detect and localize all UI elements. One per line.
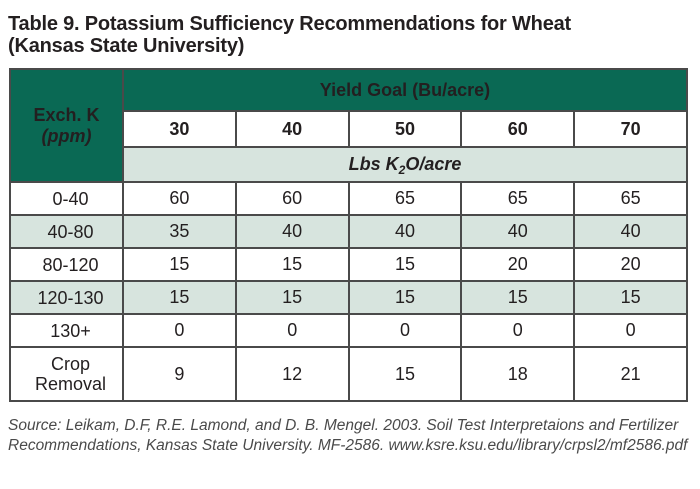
cell-value: 40 [573, 214, 688, 249]
units-prefix: Lbs K [348, 154, 399, 174]
cell-value: 15 [460, 280, 576, 315]
cell-value: 18 [460, 346, 576, 402]
units-suffix: O/acre [405, 154, 462, 174]
corner-header-exch-k: Exch. K (ppm) [9, 68, 124, 183]
yield-column-30: 30 [122, 110, 237, 148]
yield-goal-header: Yield Goal (Bu/acre) [122, 68, 688, 112]
yield-column-40: 40 [234, 110, 350, 148]
table-title: Table 9. Potassium Sufficiency Recommend… [8, 13, 690, 57]
cell-value: 40 [234, 214, 350, 249]
cell-value: 15 [234, 280, 350, 315]
cell-value: 35 [122, 214, 237, 249]
yield-column-60: 60 [460, 110, 576, 148]
units-label: Lbs K2O/acre [122, 146, 688, 183]
cell-value: 65 [460, 181, 576, 216]
corner-header-line2: (ppm) [41, 125, 92, 146]
table-row: 0-40 60 60 65 65 65 [9, 181, 688, 216]
yield-column-70: 70 [573, 110, 688, 148]
cell-value: 15 [347, 346, 463, 402]
row-label: 130+ [9, 313, 124, 348]
table-row: Crop Removal 9 12 15 18 21 [9, 346, 688, 402]
cell-value: 40 [347, 214, 463, 249]
cell-value: 15 [347, 247, 463, 282]
cell-value: 15 [122, 247, 237, 282]
cell-value: 60 [122, 181, 237, 216]
cell-value: 60 [234, 181, 350, 216]
table-row: 120-130 15 15 15 15 15 [9, 280, 688, 315]
cell-value: 21 [573, 346, 688, 402]
table-row: 130+ 0 0 0 0 0 [9, 313, 688, 348]
yield-column-50: 50 [347, 110, 463, 148]
cell-value: 20 [460, 247, 576, 282]
cell-value: 15 [234, 247, 350, 282]
cell-value: 65 [347, 181, 463, 216]
row-label: 120-130 [9, 280, 124, 315]
table-row: 40-80 35 40 40 40 40 [9, 214, 688, 249]
cell-value: 20 [573, 247, 688, 282]
row-label: 40-80 [9, 214, 124, 249]
units-subscript: 2 [398, 163, 406, 177]
source-citation: Source: Leikam, D.F, R.E. Lamond, and D.… [8, 417, 688, 454]
cell-value: 0 [347, 313, 463, 348]
corner-header-line1: Exch. K [33, 104, 100, 125]
table-title-line2: (Kansas State University) [8, 35, 245, 57]
cell-value: 15 [347, 280, 463, 315]
cell-value: 15 [573, 280, 688, 315]
cell-value: 65 [573, 181, 688, 216]
cell-value: 0 [122, 313, 237, 348]
cell-value: 0 [460, 313, 576, 348]
cell-value: 15 [122, 280, 237, 315]
cell-value: 40 [460, 214, 576, 249]
row-label: 80-120 [9, 247, 124, 282]
row-label: 0-40 [9, 181, 124, 216]
potassium-recommendations-table: Exch. K (ppm) Yield Goal (Bu/acre) 30 40… [9, 68, 688, 402]
table-row: 80-120 15 15 15 20 20 [9, 247, 688, 282]
header-row-units: Lbs K2O/acre [10, 146, 688, 183]
row-label: Crop Removal [9, 346, 124, 402]
cell-value: 9 [122, 346, 237, 402]
document-page: Table 9. Potassium Sufficiency Recommend… [0, 13, 700, 489]
table-title-line1: Table 9. Potassium Sufficiency Recommend… [8, 13, 571, 35]
header-row-yield-goal: Exch. K (ppm) Yield Goal (Bu/acre) [9, 68, 688, 183]
cell-value: 0 [234, 313, 350, 348]
header-row-yield-columns: 30 40 50 60 70 [10, 110, 688, 148]
cell-value: 12 [234, 346, 350, 402]
cell-value: 0 [573, 313, 688, 348]
